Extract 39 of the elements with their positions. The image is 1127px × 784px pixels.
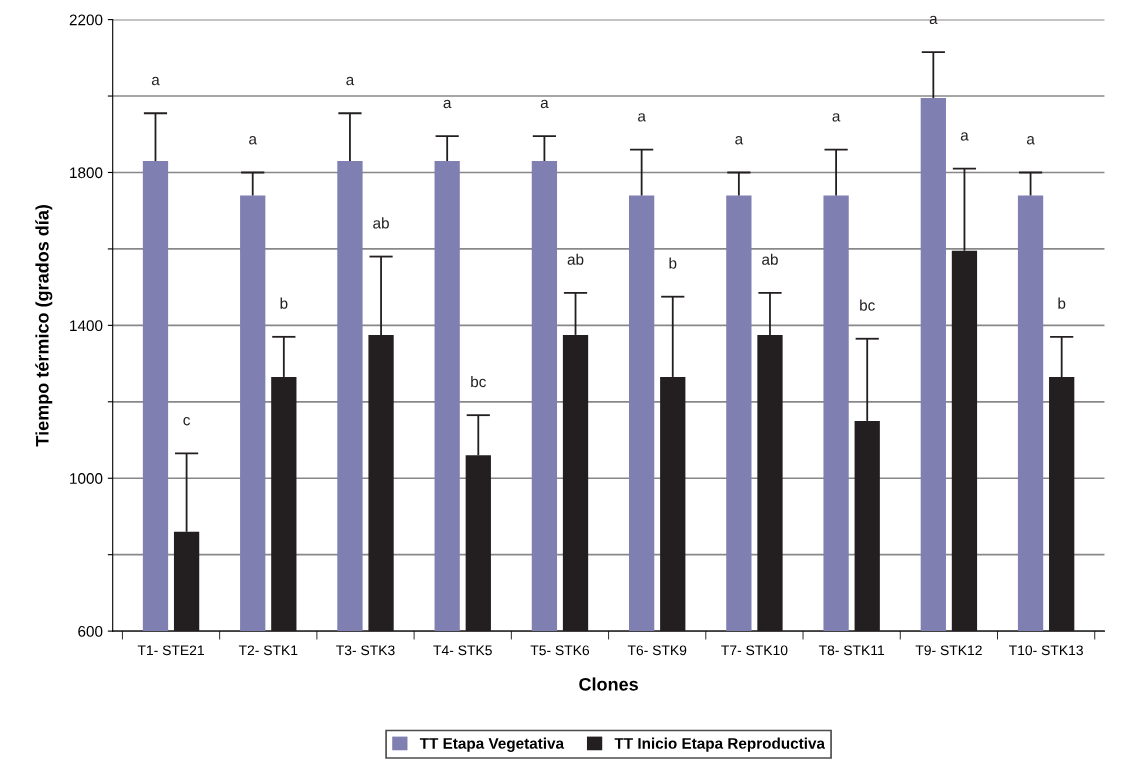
y-tick-label: 1000 <box>70 473 103 484</box>
x-tick-label: T5- STK6 <box>530 645 590 656</box>
annotation: ab <box>373 217 389 229</box>
annotation: a <box>832 113 841 122</box>
x-tick-label: T4- STK5 <box>433 645 492 656</box>
x-tick-label: T3- STK3 <box>336 645 395 656</box>
annotation: a <box>346 76 355 86</box>
annotation: a <box>735 136 744 145</box>
x-axis-title: Clones <box>579 677 638 691</box>
x-tick-label: T6- STK9 <box>627 645 687 656</box>
y-tick-label: 2200 <box>69 14 103 26</box>
x-tick-label: T10- STK13 <box>1009 645 1083 656</box>
annotation: bc <box>471 375 486 388</box>
legend-label: TT Etapa Vegetativa <box>419 737 565 752</box>
annotation: a <box>151 76 160 86</box>
annotation: a <box>960 132 969 141</box>
x-tick-label: T1- STE21 <box>137 645 204 656</box>
annotation: b <box>669 257 677 269</box>
y-tick-label: 1800 <box>70 167 103 179</box>
annotation: a <box>1026 136 1035 145</box>
annotation: a <box>929 15 938 25</box>
legend-label: TT Inicio Etapa Reproductiva <box>614 737 826 752</box>
annotation: ab <box>567 253 584 265</box>
annotation: b <box>1058 297 1066 309</box>
x-tick-label: T7- STK10 <box>721 645 788 656</box>
x-tick-label: T9- STK12 <box>915 645 982 656</box>
annotation: a <box>540 99 549 109</box>
annotation: ab <box>762 253 778 265</box>
x-tick-label: T8- STK11 <box>818 645 885 656</box>
annotation: a <box>249 136 257 145</box>
annotation: c <box>183 417 191 426</box>
y-tick-label: 600 <box>78 625 103 637</box>
y-tick-label: 1400 <box>70 320 103 332</box>
y-axis-title: Tiempo térmico (grados día) <box>35 205 53 447</box>
annotation: a <box>443 99 452 109</box>
annotation: b <box>280 297 288 309</box>
annotation: a <box>638 113 646 122</box>
annotation: bc <box>860 299 875 311</box>
x-tick-label: T2- STK1 <box>238 645 298 656</box>
